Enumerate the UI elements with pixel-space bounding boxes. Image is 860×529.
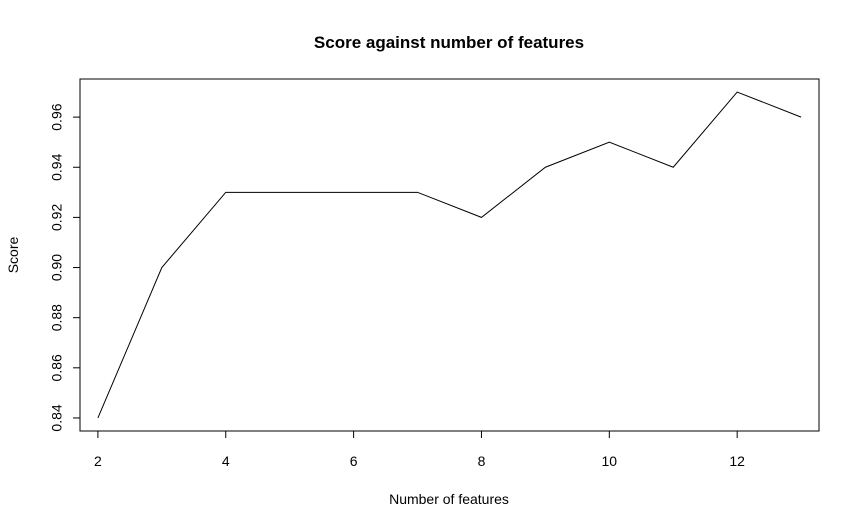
- y-axis: 0.84 0.86 0.88 0.90 0.92 0.94 0.96: [49, 103, 81, 432]
- plot-box: [79, 78, 820, 432]
- x-axis-label: Number of features: [389, 491, 509, 507]
- chart-title: Score against number of features: [314, 33, 584, 52]
- x-tick-label: 12: [729, 453, 745, 469]
- y-tick-label: 0.92: [49, 204, 65, 231]
- x-tick-label: 8: [478, 453, 486, 469]
- series-group: [97, 91, 802, 419]
- x-tick-label: 2: [94, 453, 102, 469]
- y-tick-label: 0.96: [49, 103, 65, 130]
- y-tick-label: 0.84: [49, 404, 65, 431]
- x-axis: 2 4 6 8 10 12: [94, 430, 745, 469]
- x-tick-label: 10: [602, 453, 618, 469]
- x-tick-label: 4: [222, 453, 230, 469]
- series-line: [97, 91, 802, 419]
- x-tick-label: 6: [350, 453, 358, 469]
- y-axis-label: Score: [5, 237, 21, 274]
- y-tick-label: 0.90: [49, 254, 65, 281]
- y-tick-label: 0.86: [49, 354, 65, 381]
- y-tick-label: 0.88: [49, 304, 65, 331]
- y-tick-label: 0.94: [49, 153, 65, 180]
